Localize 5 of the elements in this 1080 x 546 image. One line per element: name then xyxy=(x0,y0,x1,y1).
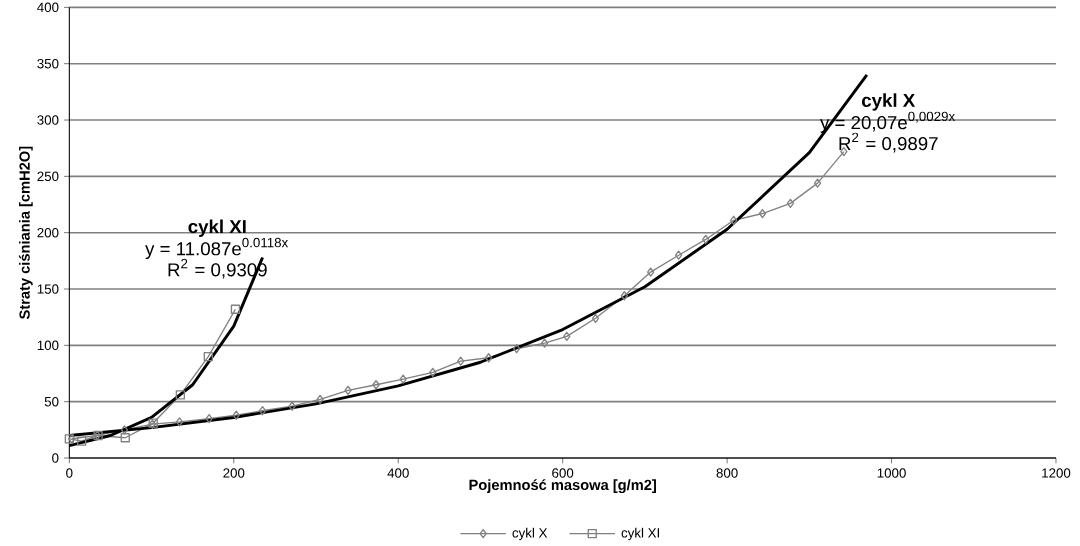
annotation: cykl XI xyxy=(188,219,246,237)
annotation: cykl X xyxy=(861,93,916,111)
annotation: R$^{2}$ = 0,9897 xyxy=(839,132,938,153)
annotation: y = 20,07e$^{0,0029x}$ xyxy=(820,111,956,133)
annotation: y = 11.087e$^{0.0118x}$ xyxy=(145,237,289,260)
